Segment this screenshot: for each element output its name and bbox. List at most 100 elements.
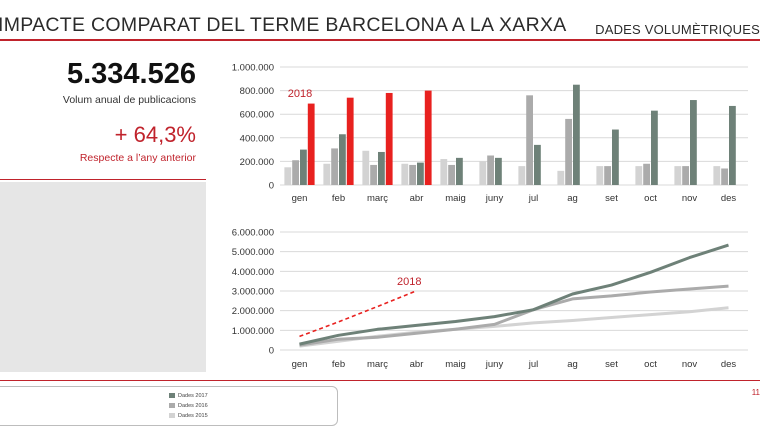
- legend-item-2016: Dades 2016: [169, 403, 208, 409]
- bar: [565, 118, 572, 185]
- bar: [487, 155, 494, 185]
- bar: [612, 129, 619, 185]
- y-tick-label: 1.000.000: [232, 326, 274, 337]
- series-line: [299, 284, 729, 347]
- y-tick-label: 5.000.000: [232, 247, 274, 258]
- bar: [307, 103, 315, 185]
- bar: [448, 164, 455, 185]
- bar: [424, 90, 432, 185]
- bar: [456, 157, 463, 185]
- x-tick-label: feb: [332, 193, 345, 204]
- annotation-label: 2018: [288, 88, 312, 100]
- y-tick-label: 0: [269, 181, 274, 192]
- x-tick-label: juny: [485, 359, 504, 370]
- bar: [534, 144, 541, 185]
- kpi-value-label: Volum anual de publicacions: [62, 94, 196, 106]
- x-tick-label: gen: [292, 193, 308, 204]
- image-placeholder-panel: [0, 182, 206, 372]
- bar: [557, 170, 565, 185]
- bar: [635, 166, 643, 185]
- cumulative-line-chart: 0 1.000.000 2.000.000 3.000.000 4.000.000 5.0…: [232, 228, 748, 370]
- kpi-divider: [0, 179, 206, 180]
- kpi-change-label: Respecte a l’any anterior: [79, 152, 196, 164]
- x-tick-label: jul: [528, 193, 539, 204]
- x-tick-label: maig: [445, 359, 466, 370]
- bar: [643, 163, 650, 185]
- bar: [713, 166, 721, 185]
- bar: [331, 148, 338, 185]
- bar: [596, 166, 604, 185]
- bar: [682, 166, 689, 185]
- legend-item-2017: Dades 2017: [169, 393, 208, 399]
- bar: [651, 110, 658, 185]
- bar: [323, 163, 331, 185]
- bar: [674, 166, 682, 185]
- x-tick-label: abr: [410, 359, 424, 370]
- bar: [300, 149, 307, 185]
- bar: [479, 161, 487, 185]
- x-tick-label: març: [367, 193, 388, 204]
- header-divider: [0, 39, 760, 41]
- y-tick-label: 400.000: [240, 133, 274, 144]
- bar: [385, 92, 393, 185]
- footer-divider: [0, 380, 760, 381]
- x-tick-label: ag: [567, 193, 578, 204]
- legend-label: Dades 2015: [178, 413, 208, 419]
- x-tick-label: jul: [528, 359, 539, 370]
- x-tick-label: juny: [485, 193, 504, 204]
- bar: [284, 167, 292, 185]
- y-tick-label: 4.000.000: [232, 267, 274, 278]
- bar: [721, 168, 728, 185]
- legend-label: Dades 2017: [178, 393, 208, 399]
- legend-swatch-2017: [169, 393, 175, 399]
- y-tick-label: 1.000.000: [232, 63, 274, 74]
- bar: [573, 84, 580, 185]
- bar: [526, 95, 533, 185]
- series-line: [299, 290, 417, 338]
- x-tick-label: nov: [682, 359, 698, 370]
- y-tick-label: 800.000: [240, 86, 274, 97]
- bar: [604, 166, 611, 185]
- y-tick-label: 0: [269, 346, 274, 357]
- bar: [729, 105, 736, 185]
- monthly-bar-chart: 0 200.000 400.000 600.000 800.000 1.000.000 ge…: [232, 63, 748, 204]
- legend-label: Dades 2016: [178, 403, 208, 409]
- kpi-value: 5.334.526: [66, 58, 196, 90]
- x-tick-label: ag: [567, 359, 578, 370]
- bar: [409, 164, 416, 185]
- page-title: IMPACTE COMPARAT DEL TERME BARCELONA A L…: [0, 14, 567, 36]
- bar: [346, 97, 354, 185]
- x-tick-label: set: [605, 193, 618, 204]
- bar: [362, 150, 370, 185]
- x-tick-label: feb: [332, 359, 345, 370]
- x-tick-label: des: [721, 359, 737, 370]
- x-tick-label: oct: [644, 193, 657, 204]
- legend: Dades 2017 Dades 2016 Dades 2015: [0, 386, 338, 426]
- legend-swatch-2015: [169, 413, 175, 419]
- bar: [495, 157, 502, 185]
- bar: [518, 166, 526, 185]
- bar: [690, 100, 697, 185]
- bar: [440, 159, 448, 185]
- y-tick-label: 200.000: [240, 157, 274, 168]
- x-tick-label: abr: [410, 193, 424, 204]
- kpi-change: + 64,3%: [114, 122, 196, 147]
- bar: [401, 163, 409, 185]
- y-tick-label: 3.000.000: [232, 287, 274, 298]
- x-tick-label: set: [605, 359, 618, 370]
- y-tick-label: 6.000.000: [232, 228, 274, 239]
- bar: [339, 134, 346, 185]
- y-tick-label: 2.000.000: [232, 306, 274, 317]
- page-number: 11: [751, 388, 760, 397]
- bar: [292, 160, 299, 185]
- legend-swatch-2016: [169, 403, 175, 409]
- x-tick-label: gen: [292, 359, 308, 370]
- x-tick-label: març: [367, 359, 388, 370]
- bar: [370, 164, 377, 185]
- annotation-label: 2018: [397, 276, 421, 288]
- bar: [417, 162, 424, 185]
- x-tick-label: oct: [644, 359, 657, 370]
- page-subtitle: DADES VOLUMÈTRIQUES: [595, 22, 760, 37]
- x-tick-label: maig: [445, 193, 466, 204]
- x-tick-label: des: [721, 193, 737, 204]
